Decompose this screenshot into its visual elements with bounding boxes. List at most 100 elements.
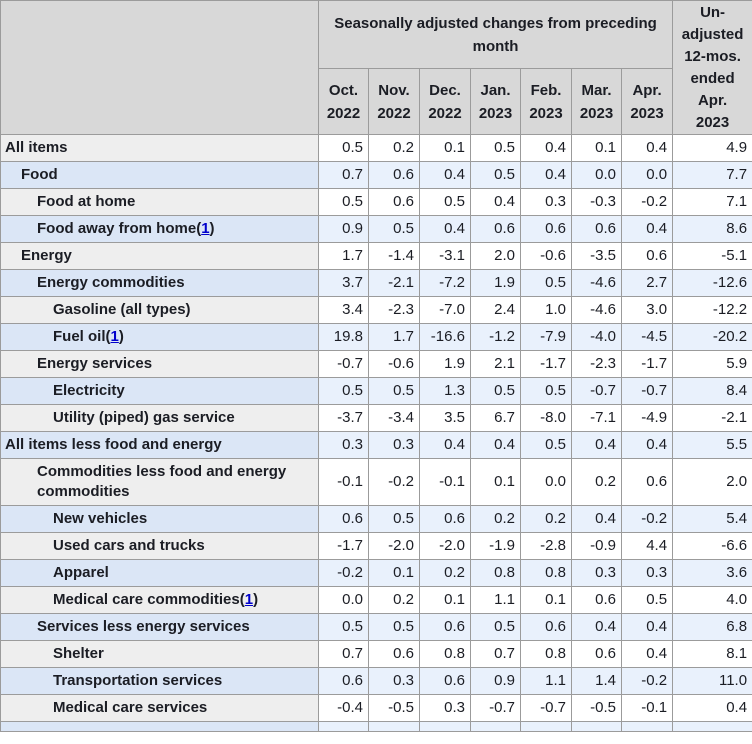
- value-cell: 0.3: [419, 694, 471, 722]
- row-label-cell: Energy services: [0, 350, 319, 378]
- value-cell: 0.2: [368, 134, 420, 162]
- value-cell: -1.7: [620, 350, 674, 378]
- value-cell: 0.4: [620, 431, 674, 459]
- value-cell: 0.5: [520, 269, 572, 297]
- row-label-cell: Shelter: [0, 640, 319, 668]
- table-row: Food 0.7 0.6 0.4 0.5 0.4 0.0 0.0 7.7: [0, 161, 752, 189]
- table-row: Used cars and trucks -1.7 -2.0 -2.0 -1.9 -2.8…: [0, 532, 752, 560]
- table-row: Commodities less food and energy commodi…: [0, 458, 752, 506]
- row-label: Transportation services: [53, 672, 223, 689]
- value-cell: 0.7: [318, 640, 369, 668]
- value-cell: 0.5: [470, 377, 521, 405]
- table-header: Seasonally adjusted changes from precedi…: [0, 0, 752, 135]
- month-header: Jan. 2023: [470, 68, 521, 135]
- row-label-cell: Commodities less food and energy commodi…: [0, 458, 319, 506]
- value-cell: 19.8: [318, 323, 369, 351]
- table-row: All items less food and energy 0.3 0.3 0.4 0…: [0, 431, 752, 459]
- value-cell: 0.0: [318, 586, 369, 614]
- value-cell: 0.8: [419, 640, 471, 668]
- row-label-cell: Apparel: [0, 559, 319, 587]
- value-cell: 0.6: [419, 505, 471, 533]
- table-row: Services less energy services 0.5 0.5 0.6 0.…: [0, 613, 752, 641]
- value-cell: 1.1: [470, 586, 521, 614]
- value-cell: 1.7: [318, 242, 369, 270]
- value-cell: 3.4: [318, 296, 369, 324]
- value-cell: 0.5: [318, 613, 369, 641]
- row-label: Food at home: [37, 193, 136, 210]
- value-cell: -2.3: [368, 296, 420, 324]
- row-label: Food away from home: [37, 220, 197, 237]
- value-cell: -3.7: [318, 404, 369, 432]
- value-cell: -12.6: [672, 269, 752, 297]
- value-cell: -0.2: [318, 559, 369, 587]
- table-row-partial: [0, 721, 752, 732]
- table-row: New vehicles 0.6 0.5 0.6 0.2 0.2 0.4 -0.2 5.4: [0, 505, 752, 533]
- value-cell: 0.6: [419, 667, 471, 695]
- value-cell: 0.0: [620, 161, 674, 189]
- value-cell: -12.2: [672, 296, 752, 324]
- value-cell: -4.6: [571, 269, 622, 297]
- value-cell: -4.0: [571, 323, 622, 351]
- value-cell: 0.4: [419, 215, 471, 243]
- row-label: Used cars and trucks: [53, 537, 205, 554]
- value-cell: 0.4: [571, 613, 622, 641]
- row-label-cell: Transportation services: [0, 667, 319, 695]
- table-row: Medical care commodities(1) 0.0 0.2 0.1 1.1 0…: [0, 586, 752, 614]
- value-cell: 0.6: [520, 215, 572, 243]
- value-cell: [672, 721, 752, 732]
- value-cell: -16.6: [419, 323, 471, 351]
- value-cell: 0.4: [419, 431, 471, 459]
- value-cell: 11.0: [672, 667, 752, 695]
- value-cell: 0.6: [318, 505, 369, 533]
- value-cell: 1.4: [571, 667, 622, 695]
- value-cell: 0.8: [520, 559, 572, 587]
- value-cell: -1.2: [470, 323, 521, 351]
- row-label: All items less food and energy: [5, 436, 222, 453]
- value-cell: 0.1: [520, 586, 572, 614]
- footnote-link[interactable]: 1: [110, 328, 119, 345]
- value-cell: 0.2: [368, 586, 420, 614]
- value-cell: 1.9: [419, 350, 471, 378]
- value-cell: -1.4: [368, 242, 420, 270]
- value-cell: 0.4: [620, 640, 674, 668]
- footnote-link[interactable]: 1: [201, 220, 210, 237]
- value-cell: 0.5: [520, 431, 572, 459]
- month-header: Dec. 2022: [419, 68, 471, 135]
- row-label-cell: All items less food and energy: [0, 431, 319, 459]
- value-cell: 0.4: [571, 505, 622, 533]
- value-cell: 4.9: [672, 134, 752, 162]
- row-label-cell: Energy: [0, 242, 319, 270]
- table-row: Gasoline (all types) 3.4 -2.3 -7.0 2.4 1.0 -4.…: [0, 296, 752, 324]
- row-label-cell: Utility (piped) gas service: [0, 404, 319, 432]
- value-cell: 0.4: [419, 161, 471, 189]
- row-label: Energy commodities: [37, 274, 185, 291]
- value-cell: 0.6: [520, 613, 572, 641]
- value-cell: -0.1: [318, 458, 369, 506]
- value-cell: -0.2: [620, 188, 674, 216]
- value-cell: 0.6: [571, 640, 622, 668]
- row-label-cell: Fuel oil(1): [0, 323, 319, 351]
- footnote-link[interactable]: 1: [244, 591, 254, 608]
- value-cell: 0.5: [470, 161, 521, 189]
- month-header: Nov. 2022: [368, 68, 420, 135]
- value-cell: 0.6: [571, 215, 622, 243]
- table-row: Energy services -0.7 -0.6 1.9 2.1 -1.7 -2.3 -1.…: [0, 350, 752, 378]
- value-cell: 0.9: [318, 215, 369, 243]
- value-cell: [318, 721, 369, 732]
- month-header: Apr. 2023: [620, 68, 674, 135]
- value-cell: -7.0: [419, 296, 471, 324]
- value-cell: -3.1: [419, 242, 471, 270]
- value-cell: -0.7: [620, 377, 674, 405]
- value-cell: -5.1: [672, 242, 752, 270]
- row-label: Energy services: [37, 355, 153, 372]
- value-cell: -7.9: [520, 323, 572, 351]
- value-cell: 0.5: [368, 377, 420, 405]
- value-cell: 5.5: [672, 431, 752, 459]
- value-cell: 8.4: [672, 377, 752, 405]
- value-cell: [470, 721, 521, 732]
- value-cell: 1.3: [419, 377, 471, 405]
- stub-header-cell: [0, 0, 319, 135]
- month-header: Mar. 2023: [571, 68, 622, 135]
- row-label: Medical care commodities: [53, 591, 240, 608]
